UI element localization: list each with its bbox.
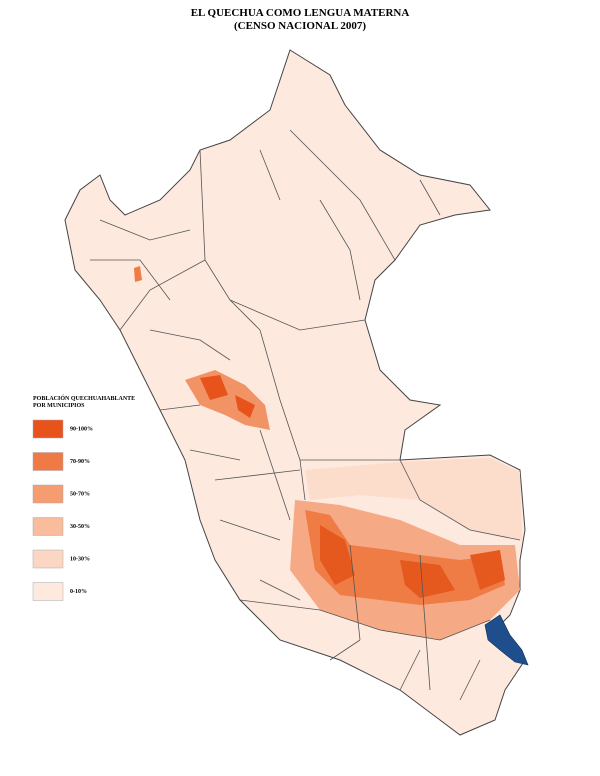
map-title: EL QUECHUA COMO LENGUA MATERNA	[191, 7, 410, 19]
district-borders	[90, 149, 481, 701]
lake-titicaca	[484, 614, 529, 666]
legend-swatch	[32, 549, 64, 569]
amazon-zone	[305, 458, 522, 540]
legend-label: 70-90%	[70, 459, 90, 465]
legend-label: 0-10%	[70, 589, 87, 595]
north-spot	[134, 266, 142, 282]
legend-swatch	[32, 419, 64, 439]
legend-swatch	[32, 452, 64, 471]
legend-label: 50-70%	[70, 491, 90, 497]
legend-swatch	[32, 582, 64, 601]
north-dark	[200, 375, 255, 418]
legend-label: 30-50%	[70, 524, 90, 530]
legend-title: POBLACIÓN QUECHUAHABLANTE	[33, 394, 135, 402]
legend-title: POR MUNICIPIOS	[33, 403, 85, 409]
core-zone	[305, 510, 505, 605]
core-dark	[320, 525, 505, 598]
legend-label: 90-100%	[70, 426, 93, 432]
region-borders	[119, 129, 521, 691]
legend-swatch	[32, 484, 64, 504]
peru-map	[64, 49, 529, 736]
legend-swatch	[32, 517, 64, 536]
legend-label: 10-30%	[70, 556, 90, 562]
map-subtitle: (CENSO NACIONAL 2007)	[234, 20, 366, 32]
